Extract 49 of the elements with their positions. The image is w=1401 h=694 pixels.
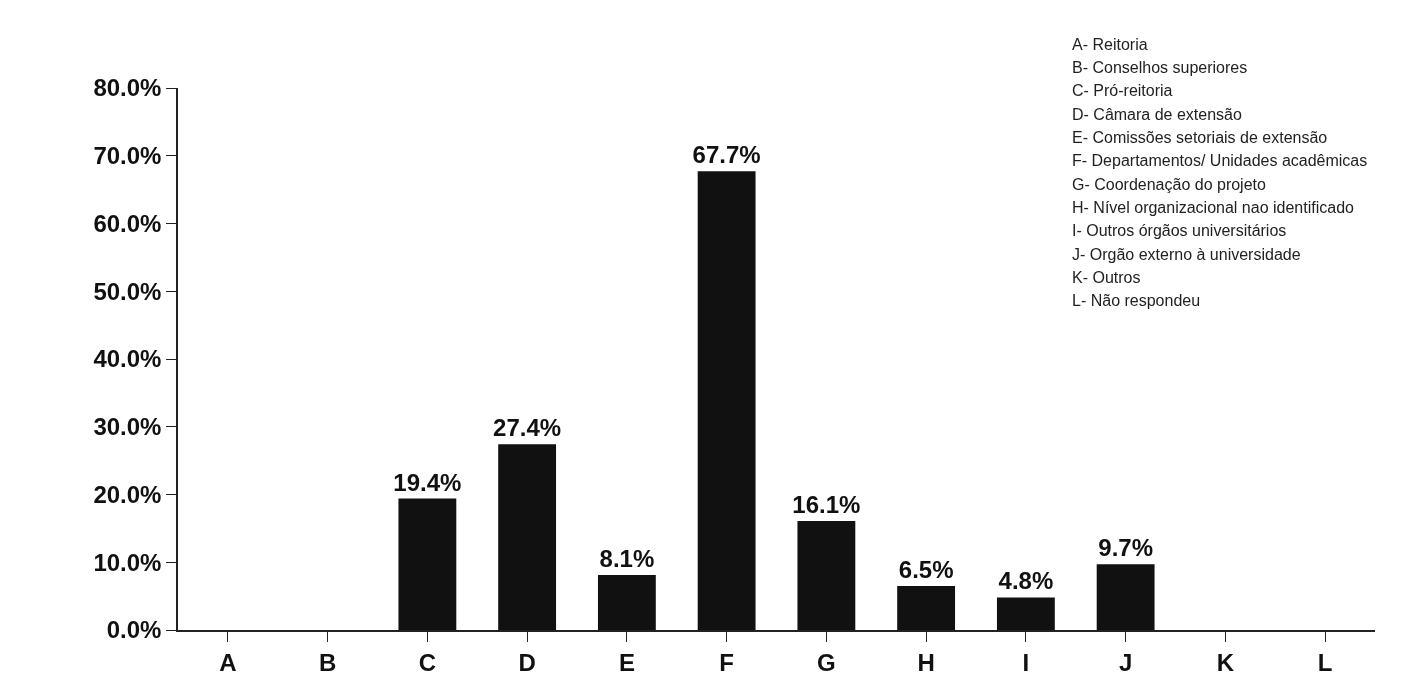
annotation: G- Coordenação do projeto — [1072, 176, 1266, 193]
bar — [897, 585, 956, 630]
bar — [498, 444, 557, 630]
bar — [697, 171, 756, 630]
bar — [1096, 564, 1155, 630]
annotation: H- Nível organizacional nao identificado — [1072, 199, 1355, 216]
x-tick-label: A — [219, 648, 237, 676]
y-tick-label: 40.0% — [93, 345, 162, 373]
data-label: 9.7% — [1098, 534, 1153, 562]
annotation: C- Pró-reitoria — [1072, 82, 1173, 99]
annotation: K- Outros — [1072, 269, 1141, 286]
x-tick-label: F — [719, 648, 734, 676]
text: B- Conselhos superiores — [1072, 59, 1248, 76]
x-tick-label: H — [917, 648, 935, 676]
x-tick-label: C — [418, 648, 437, 676]
text: A- Reitoria — [1072, 36, 1148, 53]
data-label: 19.4% — [393, 468, 462, 496]
data-label: 16.1% — [792, 490, 861, 518]
y-tick-label: 20.0% — [93, 480, 162, 508]
bar — [597, 575, 656, 630]
x-tick-label: J — [1118, 648, 1133, 676]
y-tick-label: 70.0% — [93, 142, 162, 170]
x-tick-label: G — [817, 648, 836, 676]
bar — [797, 520, 856, 630]
x-tick-label: L — [1317, 648, 1333, 676]
bar — [398, 498, 457, 630]
bar — [996, 597, 1055, 630]
annotation: J- Orgão externo à universidade — [1072, 246, 1301, 263]
data-label: 27.4% — [493, 414, 562, 442]
x-tick-label: I — [1022, 648, 1030, 676]
x-tick-label: E — [618, 648, 635, 676]
x-tick-label: B — [318, 648, 337, 676]
y-tick-label: 10.0% — [93, 548, 162, 576]
data-label: 8.1% — [599, 545, 655, 573]
data-label: 4.8% — [998, 567, 1054, 595]
annotation: I- Outros órgãos universitários — [1072, 222, 1287, 239]
y-tick-label: 30.0% — [93, 413, 162, 441]
annotation: L- Não respondeu — [1072, 292, 1201, 309]
x-tick-label: D — [518, 648, 536, 676]
annotation: F- Departamentos/ Unidades acadêmicas — [1072, 152, 1368, 169]
y-tick-label: 50.0% — [93, 277, 162, 305]
y-tick-label: 0.0% — [106, 616, 162, 644]
data-label: 6.5% — [898, 555, 954, 583]
y-tick-label: 60.0% — [93, 209, 162, 237]
y-tick-label: 80.0% — [93, 74, 162, 102]
annotation: D- Câmara de extensão — [1072, 106, 1242, 123]
data-label: 67.7% — [692, 141, 761, 169]
x-tick-label: K — [1216, 648, 1235, 676]
annotation: E- Comissões setoriais de extensão — [1072, 129, 1328, 146]
